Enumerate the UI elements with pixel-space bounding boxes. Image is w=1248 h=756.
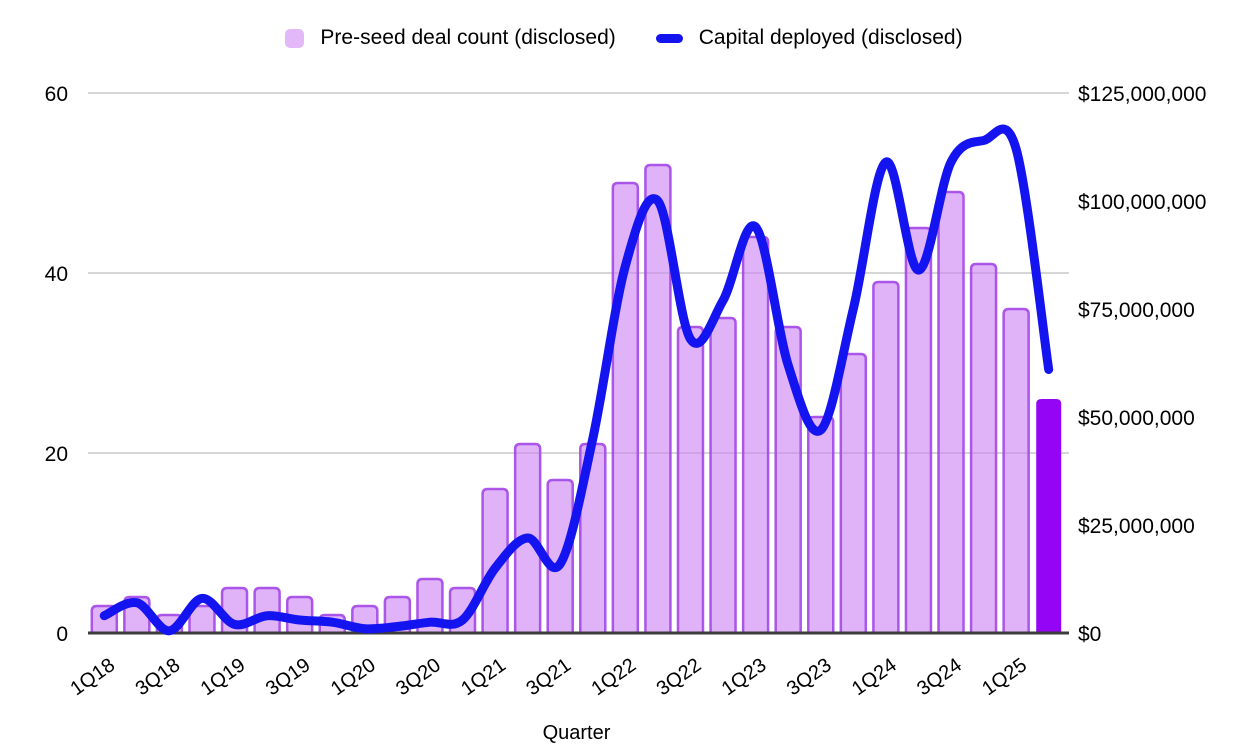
bar-1Q24[interactable] [872,280,900,635]
x-tick-label: 3Q20 [392,654,445,700]
bar-4Q21[interactable] [579,442,607,635]
y-right-tick-label: $25,000,000 [1078,515,1195,538]
y-right-tick-label: $50,000,000 [1078,407,1195,430]
bar-3Q23[interactable] [807,415,835,635]
bar-1Q23[interactable] [741,235,770,635]
bar-2Q25[interactable] [1036,399,1062,633]
legend-item-deal-count[interactable]: Pre-seed deal count (disclosed) [285,26,616,50]
bar-4Q24[interactable] [969,262,998,635]
x-tick-label: 3Q22 [653,654,706,700]
y-right-tick-label: $0 [1078,623,1101,646]
bar-3Q24[interactable] [937,190,965,635]
legend: Pre-seed deal count (disclosed) Capital … [0,26,1248,50]
x-tick-label: 1Q20 [327,654,380,700]
x-tick-label: 1Q22 [588,654,641,700]
deal-count-swatch-icon [285,28,305,48]
legend-item-capital[interactable]: Capital deployed (disclosed) [655,26,963,50]
x-tick-label: 1Q21 [457,654,510,700]
y-right-tick-label: $100,000,000 [1078,191,1206,214]
x-tick-label: 1Q24 [848,654,901,700]
x-tick-label: 3Q23 [783,654,836,700]
legend-label-deal-count: Pre-seed deal count (disclosed) [320,26,616,49]
x-tick-label: 1Q18 [66,654,119,700]
y-left-tick-label: 40 [45,263,68,286]
y-left-tick-label: 0 [56,623,68,646]
x-tick-label: 1Q25 [978,654,1031,700]
y-right-tick-label: $125,000,000 [1078,83,1206,106]
y-right-tick-label: $75,000,000 [1078,299,1195,322]
y-left-tick-label: 20 [45,443,68,466]
x-tick-label: 3Q18 [132,654,185,700]
bar-2Q19[interactable] [253,586,281,635]
bar-1Q25[interactable] [1002,307,1030,635]
x-tick-label: 1Q23 [718,654,771,700]
y-left-tick-label: 60 [45,83,68,106]
legend-label-capital: Capital deployed (disclosed) [698,26,963,49]
x-tick-label: 3Q19 [262,654,315,700]
bar-3Q22[interactable] [676,325,705,635]
capital-line-swatch-icon [655,33,683,43]
bar-4Q23[interactable] [839,352,868,635]
x-tick-label: 3Q24 [913,654,966,700]
bar-2Q22[interactable] [644,163,672,635]
x-tick-label: 3Q21 [522,654,575,700]
bar-4Q22[interactable] [709,316,737,635]
capital-deployed-line[interactable] [99,124,1054,636]
x-axis-title: Quarter [542,722,611,744]
bar-2Q24[interactable] [904,226,933,635]
x-tick-label: 1Q19 [197,654,250,700]
